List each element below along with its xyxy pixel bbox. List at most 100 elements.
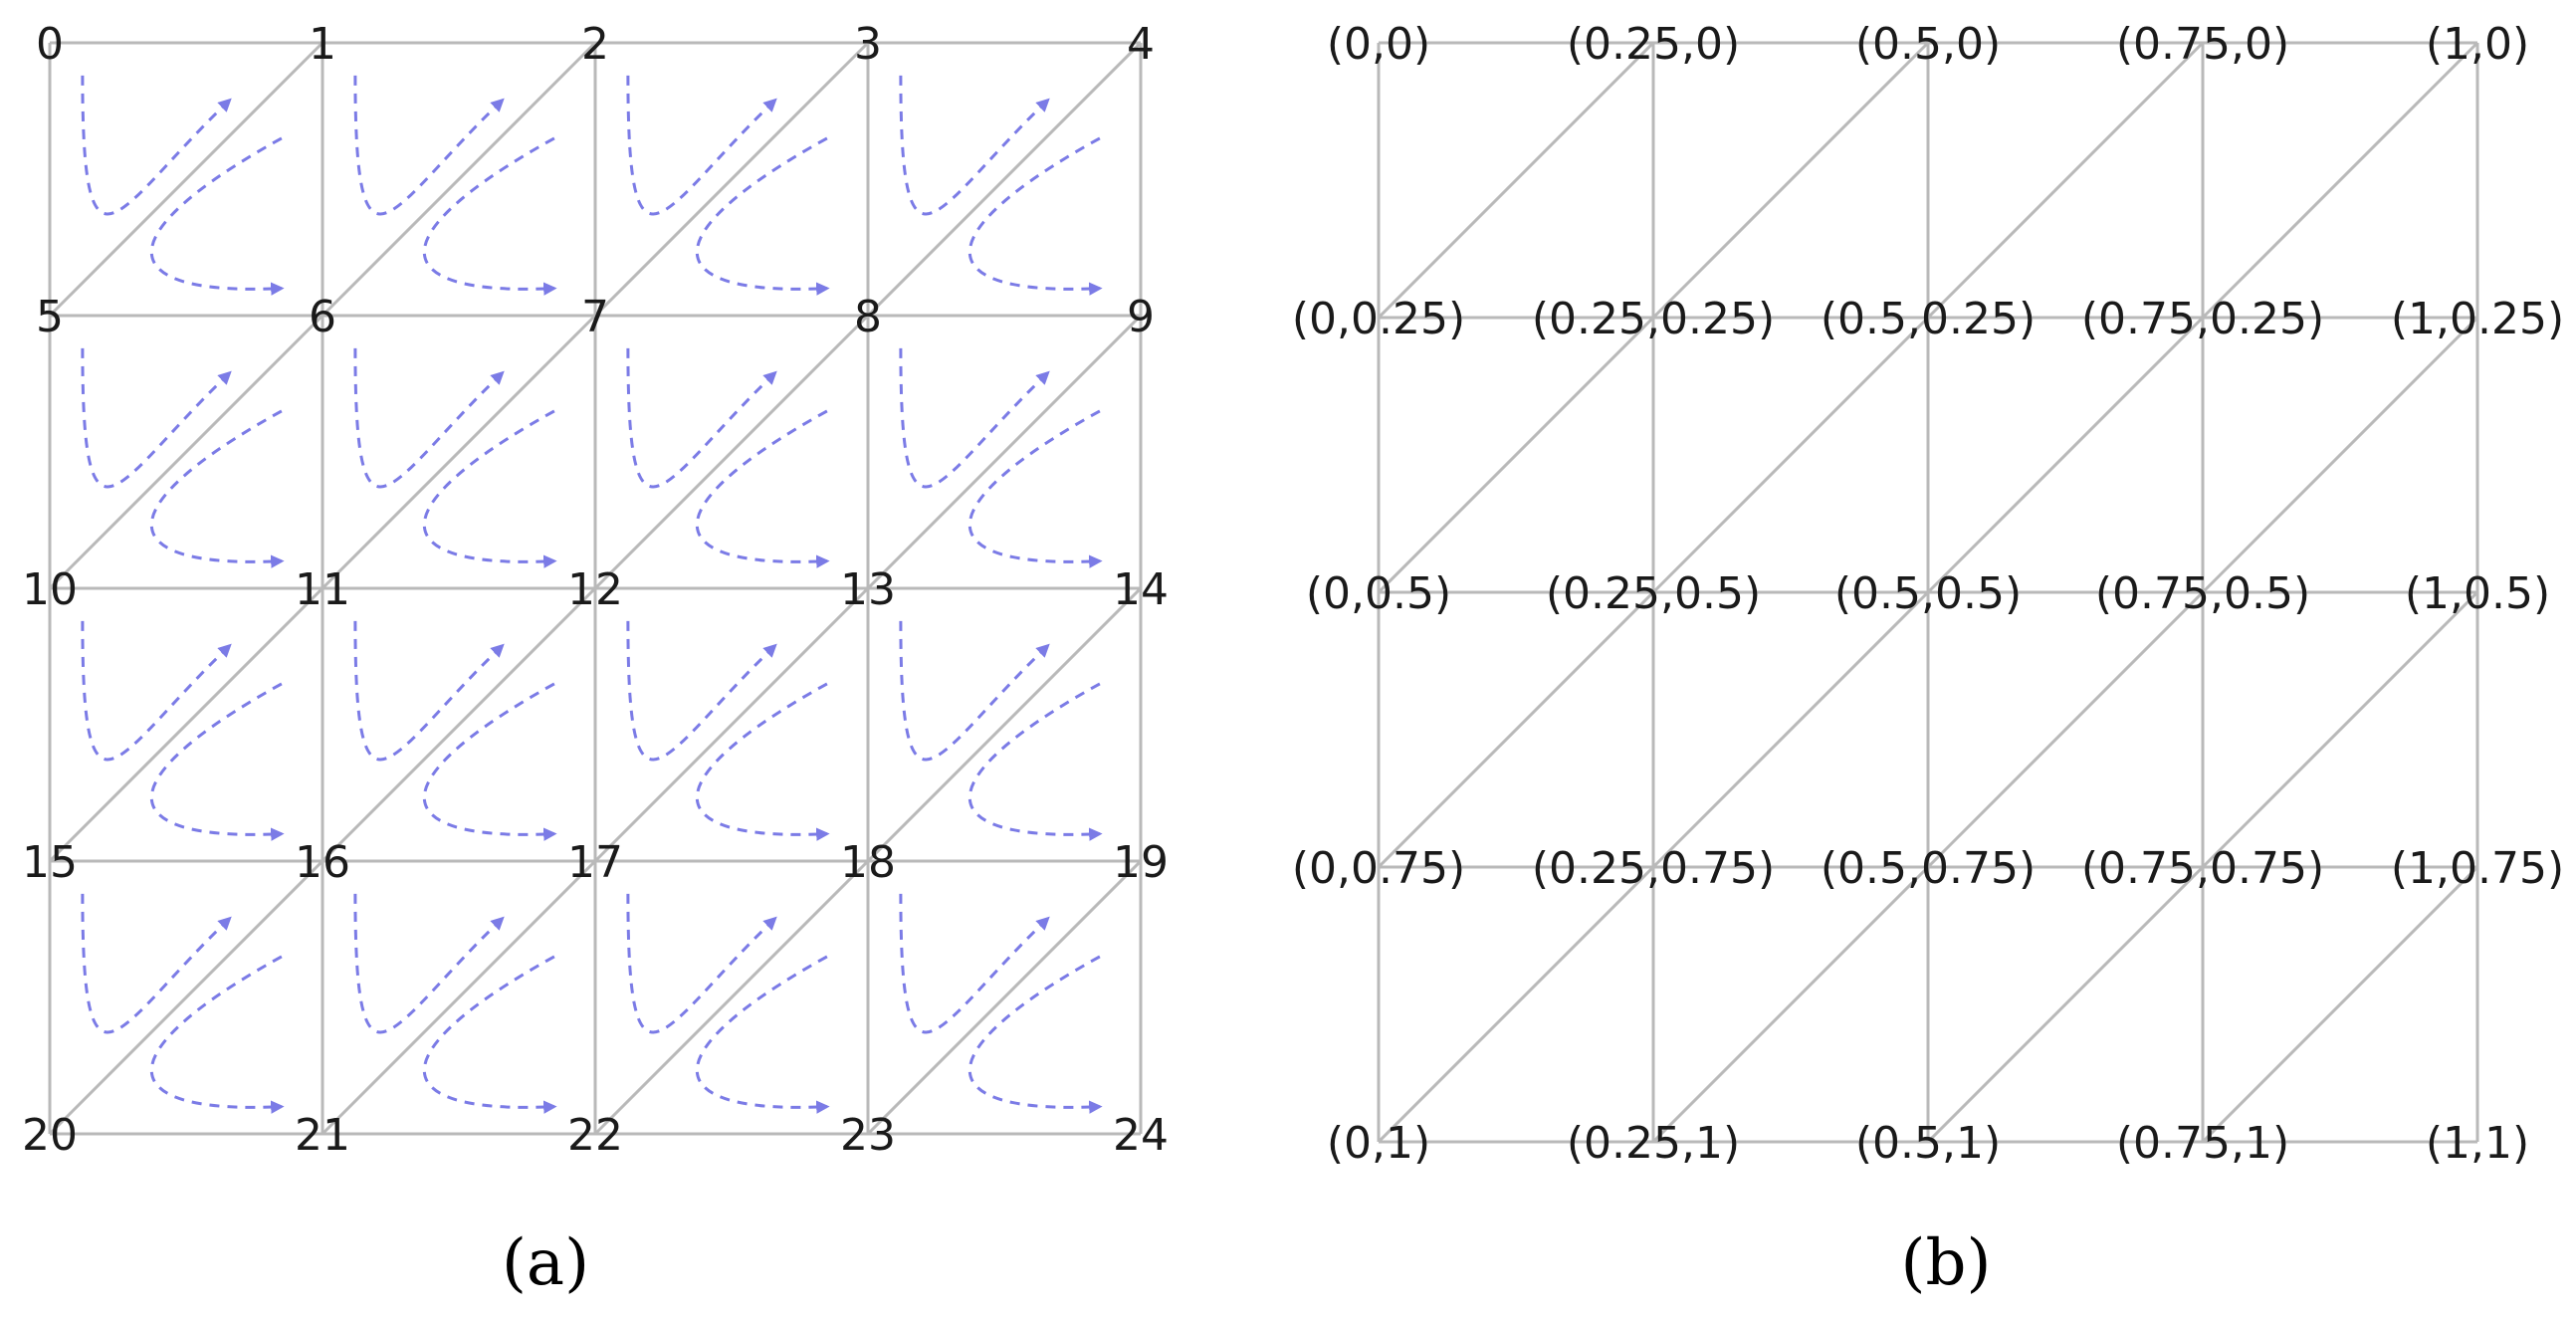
vertex-label: 16 bbox=[295, 837, 350, 888]
vertex-label: 23 bbox=[840, 1110, 896, 1161]
vertex-label: 1 bbox=[309, 19, 336, 70]
order-arrow-upper-icon bbox=[899, 620, 1050, 762]
panel-b-diagonal-edge bbox=[1926, 865, 2205, 1144]
order-arrow-lower-icon bbox=[967, 409, 1103, 568]
uv-coordinate-label: (0.25,1) bbox=[1567, 1118, 1740, 1169]
panel-a-diagonal-edge bbox=[593, 586, 870, 863]
vertex-label: 8 bbox=[854, 292, 882, 342]
uv-coordinate-label: (0.75,0) bbox=[2116, 19, 2289, 70]
panel-b-diagonal-edge bbox=[2201, 41, 2479, 320]
panel-b-diagonal-edge bbox=[2201, 865, 2479, 1144]
panel-a-diagonal-edge bbox=[321, 41, 597, 318]
panel-a-diagonal-edge bbox=[593, 859, 870, 1136]
vertex-label: 0 bbox=[36, 19, 64, 70]
uv-coordinate-label: (0,0) bbox=[1327, 19, 1430, 70]
panel-a-diagonal-edge bbox=[48, 314, 324, 590]
order-arrow-upper-icon bbox=[626, 347, 777, 489]
uv-coordinate-label: (0.5,1) bbox=[1855, 1118, 2001, 1169]
vertex-label: 18 bbox=[840, 837, 896, 888]
uv-coordinate-label: (1,1) bbox=[2426, 1118, 2529, 1169]
panel-b-diagonal-edge bbox=[1377, 865, 1655, 1144]
panel-b-diagonal-edge bbox=[1377, 41, 1655, 320]
panel-b-uv-mesh: (0,0) (0.25,0) (0.5,0) (0.75,0) (1,0) (0,0.25… bbox=[1292, 19, 2564, 1300]
uv-coordinate-label: (1,0) bbox=[2426, 19, 2529, 70]
panel-b-diagonal-edge bbox=[1651, 316, 1930, 594]
uv-coordinate-label: (0,0.75) bbox=[1292, 843, 1465, 894]
vertex-label: 9 bbox=[1127, 292, 1155, 342]
order-arrow-upper-icon bbox=[899, 893, 1050, 1034]
panel-a-diagonal-edge bbox=[48, 586, 324, 863]
order-arrow-lower-icon bbox=[695, 682, 830, 841]
order-arrow-upper-icon bbox=[353, 893, 505, 1034]
order-arrow-upper-icon bbox=[353, 620, 505, 762]
vertex-label: 20 bbox=[22, 1110, 78, 1161]
uv-coordinate-label: (0.75,1) bbox=[2116, 1118, 2289, 1169]
uv-coordinate-label: (1,0.25) bbox=[2391, 294, 2564, 344]
order-arrow-lower-icon bbox=[422, 136, 557, 296]
panel-b-diagonal-edge bbox=[1926, 316, 2205, 594]
uv-coordinate-label: (0.5,0.75) bbox=[1821, 843, 2036, 894]
vertex-label: 21 bbox=[295, 1110, 350, 1161]
uv-coordinate-label: (0.75,0.75) bbox=[2081, 843, 2324, 894]
panel-a-diagonal-edge bbox=[593, 41, 870, 318]
panel-a-diagonal-edge bbox=[866, 586, 1143, 863]
order-arrow-upper-icon bbox=[81, 347, 232, 489]
order-arrow-upper-icon bbox=[81, 620, 232, 762]
panel-a-grid-lines bbox=[48, 41, 1143, 1136]
panel-a-caption: (a) bbox=[502, 1226, 589, 1300]
panel-b-diagonal-edge bbox=[1926, 590, 2205, 869]
uv-coordinate-label: (1,0.75) bbox=[2391, 843, 2564, 894]
vertex-label: 10 bbox=[22, 564, 78, 615]
panel-b-coordinate-labels: (0,0) (0.25,0) (0.5,0) (0.75,0) (1,0) (0,0.25… bbox=[1292, 19, 2564, 1169]
panel-a-diagonal-edge bbox=[866, 859, 1143, 1136]
panel-a-diagonal-edge bbox=[48, 41, 324, 318]
uv-coordinate-label: (0,1) bbox=[1327, 1118, 1430, 1169]
panel-a-diagonal-edge bbox=[321, 586, 597, 863]
uv-coordinate-label: (0.5,0) bbox=[1855, 19, 2001, 70]
order-arrow-upper-icon bbox=[626, 620, 777, 762]
panel-b-diagonal-edge bbox=[2201, 316, 2479, 594]
order-arrow-lower-icon bbox=[967, 955, 1103, 1114]
uv-coordinate-label: (0.25,0.5) bbox=[1546, 568, 1761, 619]
order-arrow-lower-icon bbox=[149, 682, 285, 841]
order-arrow-lower-icon bbox=[149, 409, 285, 568]
vertex-label: 3 bbox=[854, 19, 882, 70]
panel-a-diagonal-edge bbox=[866, 314, 1143, 590]
uv-coordinate-label: (0.75,0.25) bbox=[2081, 294, 2324, 344]
vertex-label: 12 bbox=[567, 564, 623, 615]
panel-b-diagonal-edge bbox=[1651, 590, 1930, 869]
uv-coordinate-label: (0.25,0.25) bbox=[1532, 294, 1775, 344]
uv-coordinate-label: (0.5,0.25) bbox=[1821, 294, 2036, 344]
vertex-label: 7 bbox=[581, 292, 609, 342]
panel-a-diagonal-edge bbox=[48, 859, 324, 1136]
uv-coordinate-label: (1,0.5) bbox=[2405, 568, 2550, 619]
uv-coordinate-label: (0.75,0.5) bbox=[2095, 568, 2310, 619]
panel-b-diagonal-edge bbox=[1651, 865, 1930, 1144]
order-arrow-lower-icon bbox=[149, 955, 285, 1114]
vertex-label: 17 bbox=[567, 837, 623, 888]
order-arrow-upper-icon bbox=[899, 75, 1050, 216]
vertex-label: 15 bbox=[22, 837, 78, 888]
panel-b-diagonal-edge bbox=[1926, 41, 2205, 320]
order-arrow-lower-icon bbox=[422, 682, 557, 841]
panel-b-caption: (b) bbox=[1901, 1226, 1992, 1300]
order-arrow-lower-icon bbox=[422, 409, 557, 568]
uv-coordinate-label: (0.25,0.75) bbox=[1532, 843, 1775, 894]
vertex-label: 14 bbox=[1113, 564, 1169, 615]
vertex-label: 22 bbox=[567, 1110, 623, 1161]
order-arrow-lower-icon bbox=[967, 136, 1103, 296]
order-arrow-lower-icon bbox=[695, 409, 830, 568]
order-arrow-upper-icon bbox=[899, 347, 1050, 489]
panel-a-diagonal-edge bbox=[866, 41, 1143, 318]
uv-coordinate-label: (0.25,0) bbox=[1567, 19, 1740, 70]
panel-b-diagonal-edge bbox=[2201, 590, 2479, 869]
uv-coordinate-label: (0.5,0.5) bbox=[1834, 568, 2022, 619]
vertex-label: 4 bbox=[1127, 19, 1155, 70]
order-arrow-upper-icon bbox=[626, 75, 777, 216]
panel-a-order-arrows bbox=[81, 75, 1103, 1114]
order-arrow-upper-icon bbox=[626, 893, 777, 1034]
order-arrow-lower-icon bbox=[149, 136, 285, 296]
